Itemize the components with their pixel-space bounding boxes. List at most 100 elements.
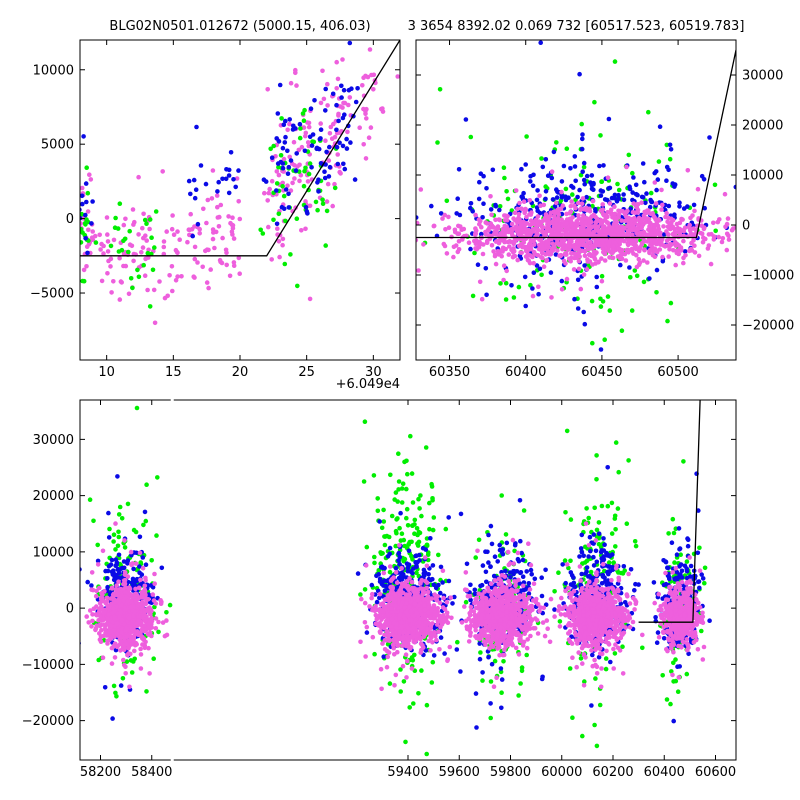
data-point	[473, 231, 479, 236]
data-point	[160, 169, 165, 174]
data-point	[416, 268, 421, 273]
data-point	[551, 149, 557, 155]
data-point	[483, 569, 489, 575]
data-point	[612, 516, 618, 521]
data-point	[582, 679, 587, 684]
data-point	[605, 294, 611, 299]
data-point	[399, 486, 405, 491]
y-tick-label: −5000	[30, 287, 74, 302]
data-point	[708, 261, 714, 267]
data-point	[580, 733, 585, 739]
data-point	[570, 215, 575, 220]
data-point	[652, 226, 657, 232]
data-point	[534, 205, 540, 210]
data-point	[363, 111, 368, 117]
data-point	[418, 187, 424, 192]
data-point	[529, 572, 534, 577]
data-point	[442, 243, 448, 249]
data-point	[106, 510, 111, 516]
data-point	[618, 256, 623, 261]
data-point	[524, 569, 529, 574]
data-point	[523, 162, 528, 167]
data-point	[681, 238, 686, 244]
data-point	[604, 582, 609, 587]
data-point	[669, 540, 675, 545]
data-point	[592, 256, 598, 262]
data-point	[651, 222, 656, 228]
data-point	[161, 251, 167, 257]
data-point	[685, 543, 691, 549]
data-point	[564, 146, 570, 151]
data-point	[596, 654, 602, 660]
data-point	[762, 244, 767, 249]
data-point	[280, 145, 286, 151]
data-point	[606, 248, 611, 253]
data-point	[145, 250, 151, 256]
data-point	[620, 644, 625, 649]
data-point	[200, 264, 205, 270]
data-point	[519, 668, 525, 674]
data-point	[334, 102, 339, 108]
data-point	[495, 249, 501, 254]
data-point	[501, 659, 506, 664]
data-point	[217, 214, 222, 220]
data-point	[428, 577, 433, 583]
data-point	[670, 224, 676, 230]
x-tick-label: 60500	[657, 365, 698, 380]
data-point	[277, 254, 282, 260]
data-point	[84, 217, 89, 222]
data-point	[583, 544, 588, 550]
data-point	[712, 182, 718, 188]
data-point	[535, 188, 540, 193]
data-point	[529, 253, 534, 259]
data-point	[566, 565, 571, 571]
data-point	[609, 212, 614, 217]
data-point	[682, 563, 688, 569]
data-point	[570, 192, 575, 197]
data-point	[530, 238, 535, 243]
data-point	[226, 173, 232, 178]
data-point	[113, 521, 118, 526]
data-point	[610, 552, 615, 557]
data-point	[226, 214, 231, 219]
data-point	[109, 557, 115, 563]
data-point	[681, 459, 686, 464]
data-point	[395, 516, 400, 521]
data-point	[124, 659, 130, 664]
data-point	[594, 743, 600, 749]
data-point	[280, 236, 286, 242]
data-point	[424, 751, 430, 757]
data-point	[590, 198, 596, 204]
data-point	[227, 273, 233, 279]
data-point	[598, 188, 604, 193]
data-point	[87, 172, 92, 177]
data-point	[706, 232, 712, 237]
data-point	[173, 247, 179, 253]
data-point	[119, 247, 125, 253]
data-point	[367, 47, 373, 52]
data-point	[654, 267, 660, 273]
data-point	[81, 134, 86, 139]
data-point	[509, 221, 515, 227]
data-point	[604, 550, 609, 556]
data-point	[575, 194, 580, 200]
data-point	[575, 230, 581, 236]
data-point	[563, 186, 569, 192]
data-point	[116, 579, 121, 584]
data-point	[442, 212, 448, 218]
data-point	[675, 689, 681, 694]
data-point	[579, 237, 585, 242]
data-point	[438, 590, 443, 596]
data-point	[283, 134, 288, 140]
data-point	[663, 559, 669, 565]
data-point	[596, 520, 602, 525]
data-point	[320, 201, 326, 206]
data-point	[516, 693, 521, 698]
data-point	[568, 558, 573, 564]
data-point	[121, 238, 126, 244]
data-point	[290, 180, 295, 186]
data-point	[341, 161, 346, 167]
data-point	[696, 253, 702, 259]
data-point	[653, 201, 659, 206]
data-point	[616, 234, 621, 240]
